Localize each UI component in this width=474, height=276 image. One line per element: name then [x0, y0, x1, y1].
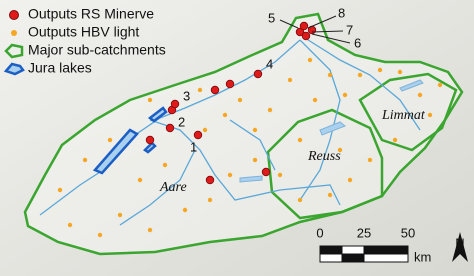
legend-entry: Outputs RS Minerve — [28, 6, 154, 22]
output-point — [67, 222, 73, 228]
site-label: 4 — [266, 56, 273, 71]
output-point — [237, 97, 243, 103]
output-point — [227, 172, 233, 178]
limmat-outline — [358, 72, 458, 152]
output-point — [327, 72, 333, 78]
output-point — [137, 177, 143, 183]
output-point — [437, 82, 443, 88]
output-point — [222, 112, 228, 118]
site-label: 8 — [338, 5, 345, 20]
output-point — [202, 127, 208, 133]
output-point — [145, 135, 155, 145]
legend-symbol — [11, 30, 17, 36]
output-point — [377, 67, 383, 73]
legend-entry: Jura lakes — [28, 60, 92, 76]
scale-unit: km — [414, 249, 431, 264]
site-leaders — [279, 15, 351, 44]
output-point — [147, 97, 153, 103]
output-point — [392, 137, 398, 143]
output-point — [297, 137, 303, 143]
north-arrow — [452, 232, 468, 262]
legend-symbol — [3, 62, 25, 76]
output-point — [205, 175, 215, 185]
output-point — [417, 92, 423, 98]
output-point — [367, 157, 373, 163]
output-point — [225, 79, 235, 89]
output-point — [267, 107, 273, 113]
other-lakes — [239, 79, 424, 183]
output-point — [207, 197, 213, 203]
output-point — [287, 77, 293, 83]
output-point — [182, 207, 188, 213]
output-point — [170, 99, 180, 109]
legend-symbol — [9, 10, 19, 20]
output-point — [427, 112, 433, 118]
output-point — [82, 157, 88, 163]
output-point — [342, 92, 348, 98]
area-label: Aare — [159, 180, 187, 195]
output-point — [347, 177, 353, 183]
scale-label: 0 — [316, 225, 323, 240]
legend-entry: Outputs HBV light — [28, 24, 139, 40]
output-point — [253, 69, 263, 79]
jura-lakes — [92, 106, 168, 175]
output-point — [147, 227, 153, 233]
legend-symbol — [4, 43, 24, 59]
output-point — [301, 31, 311, 41]
output-point — [193, 130, 203, 140]
output-point — [252, 127, 258, 133]
scale-label: 50 — [401, 225, 415, 240]
site-label: 2 — [178, 114, 185, 129]
output-point — [327, 192, 333, 198]
scale-bar — [319, 245, 409, 263]
output-point — [165, 123, 175, 133]
site-label: 5 — [268, 10, 275, 25]
output-point — [307, 57, 313, 63]
site-label: 7 — [346, 22, 353, 37]
output-point — [117, 212, 123, 218]
output-point — [57, 187, 63, 193]
reuss-outline — [266, 108, 384, 220]
output-point — [97, 232, 103, 238]
output-point — [299, 21, 309, 31]
output-point — [197, 87, 203, 93]
site-label: 1 — [190, 139, 197, 154]
output-point — [210, 85, 220, 95]
output-point — [397, 69, 403, 75]
area-label: Limmat — [381, 108, 426, 123]
output-point — [261, 167, 271, 177]
output-point — [337, 147, 343, 153]
site-label: 3 — [183, 88, 190, 103]
output-point — [357, 72, 363, 78]
output-point — [252, 157, 258, 163]
legend-entry: Major sub-catchments — [28, 42, 166, 58]
output-point — [312, 97, 318, 103]
site-label: 6 — [354, 35, 361, 50]
output-point — [277, 172, 283, 178]
output-point — [162, 162, 168, 168]
output-point — [295, 27, 305, 37]
output-point — [107, 137, 113, 143]
north-label: N — [455, 235, 464, 250]
area-label: Reuss — [307, 149, 341, 164]
output-point — [297, 197, 303, 203]
catchment-outline — [23, 12, 464, 256]
scale-label: 25 — [357, 225, 371, 240]
